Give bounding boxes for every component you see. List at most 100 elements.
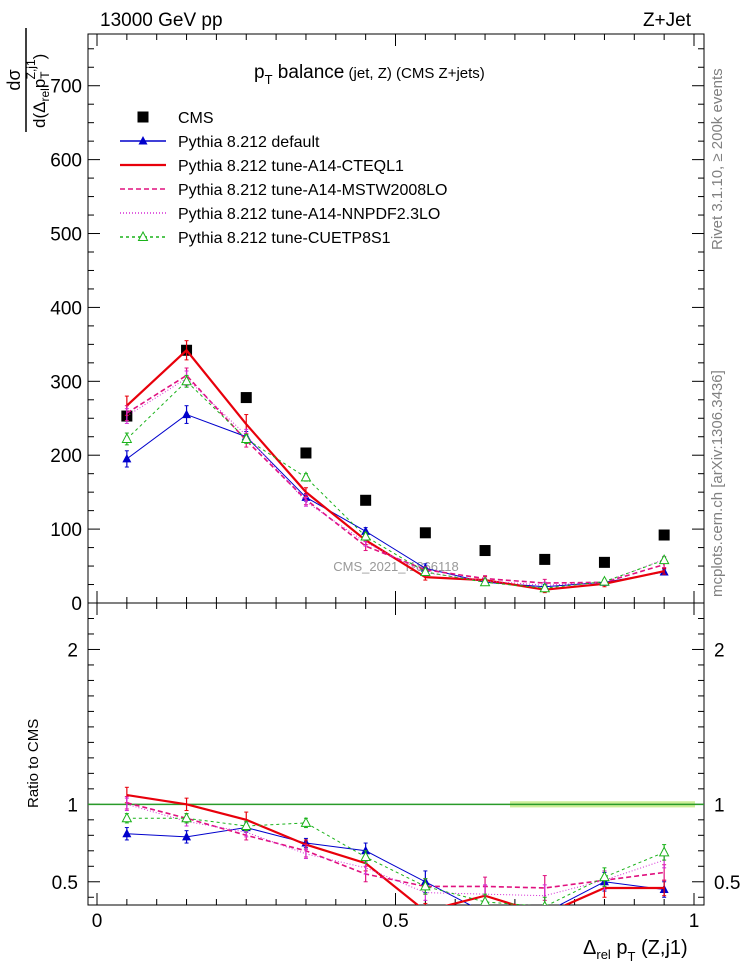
ratio-panel-frame xyxy=(87,602,705,906)
ratio-y-tick-label-right: 2 xyxy=(714,640,725,661)
legend-label: Pythia 8.212 tune-A14-MSTW2008LO xyxy=(178,182,447,199)
data-point xyxy=(658,554,670,565)
title-p: p xyxy=(254,62,265,83)
legend-label: Pythia 8.212 tune-A14-NNPDF2.3LO xyxy=(178,206,440,223)
series-pythia-8-212-tune-cuetp8s1 xyxy=(121,374,670,593)
ratio-point xyxy=(481,908,490,917)
legend: CMS Pythia 8.212 default Pythia 8.212 tune… xyxy=(120,110,447,247)
ratio-y-tick-label-right: 1 xyxy=(714,795,725,816)
data-point xyxy=(598,556,610,568)
rivet-side-label: Rivet 3.1.10, ≥ 200k events xyxy=(709,68,726,250)
ratio-point xyxy=(122,828,132,838)
ratio-point xyxy=(361,845,371,855)
data-point xyxy=(479,576,491,587)
data-point xyxy=(658,529,670,541)
title-paren: (jet, Z) (CMS Z+jets) xyxy=(344,65,484,82)
main-y-tick-label: 700 xyxy=(50,77,82,98)
ratio-series-pythia-8-212-tune-cuetp8s1 xyxy=(121,812,670,905)
series-pythia-8-212-tune-a14-cteql1 xyxy=(124,340,667,594)
data-point xyxy=(181,375,192,386)
series-line xyxy=(126,803,665,897)
data-point xyxy=(599,575,610,586)
series-line xyxy=(126,348,665,591)
y-label-numerator: dσ xyxy=(4,69,24,90)
data-point xyxy=(300,447,312,459)
legend-entry: Pythia 8.212 tune-CUETP8S1 xyxy=(120,230,391,247)
data-point xyxy=(240,392,252,404)
data-point xyxy=(479,545,491,557)
legend-entry: CMS xyxy=(137,110,214,127)
ratio-y-tick-label: 2 xyxy=(67,640,78,661)
data-point xyxy=(539,553,551,565)
ratio-point xyxy=(658,846,670,857)
data-point xyxy=(240,432,252,443)
legend-entry: Pythia 8.212 tune-A14-CTEQL1 xyxy=(120,158,404,175)
legend-entry: Pythia 8.212 tune-A14-NNPDF2.3LO xyxy=(120,206,440,223)
ratio-panel-data xyxy=(88,786,704,917)
main-y-tick-label: 500 xyxy=(50,225,82,246)
ratio-series-pythia-8-212-default xyxy=(122,822,669,917)
ratio-point xyxy=(542,900,548,905)
series-line xyxy=(126,817,665,905)
ratio-point xyxy=(181,812,192,823)
title-p-sub: T xyxy=(265,72,273,87)
ratio-y-axis-label: Ratio to CMS xyxy=(25,719,42,808)
ratio-point xyxy=(360,850,371,861)
process-label: Z+Jet xyxy=(643,10,692,31)
energy-label: 13000 GeV pp xyxy=(100,10,223,31)
x-tick-label: 0 xyxy=(92,911,103,932)
data-point xyxy=(419,527,431,539)
mcplots-side-label: mcplots.cern.ch [arXiv:1306.3436] xyxy=(709,370,726,597)
legend-entry: Pythia 8.212 default xyxy=(120,134,320,151)
ratio-y-tick-label: 0.5 xyxy=(52,873,78,894)
legend-label: CMS xyxy=(178,110,214,127)
ratio-point xyxy=(480,895,490,905)
ratio-point xyxy=(121,812,133,823)
main-y-tick-label: 300 xyxy=(50,372,82,393)
ratio-series-pythia-8-212-tune-a14-mstw2008lo xyxy=(124,796,667,901)
series-line xyxy=(126,802,665,889)
legend-label: Pythia 8.212 default xyxy=(178,134,320,151)
legend-marker xyxy=(137,111,149,123)
ratio-point xyxy=(540,908,549,917)
data-point xyxy=(182,409,192,419)
main-y-tick-label: 200 xyxy=(50,446,82,467)
x-axis-label: Δrel pT (Z,j1) xyxy=(583,937,688,964)
series-line xyxy=(126,374,665,584)
legend-marker xyxy=(137,230,149,241)
title-main: balance xyxy=(273,62,345,83)
legend-marker xyxy=(138,136,148,145)
series-line xyxy=(126,793,665,905)
x-tick-label: 1 xyxy=(689,911,700,932)
main-y-tick-label: 100 xyxy=(50,520,82,541)
data-point xyxy=(360,494,372,506)
legend-label: Pythia 8.212 tune-A14-CTEQL1 xyxy=(178,158,404,175)
ratio-y-tick-label: 1 xyxy=(67,795,78,816)
ratio-point xyxy=(599,871,610,882)
main-y-tick-label: 400 xyxy=(50,298,82,319)
data-point xyxy=(121,432,133,443)
upper-y-axis-label: dσ d(ΔrelpTZ,j1) xyxy=(4,28,52,132)
ratio-y-tick-label-right: 0.5 xyxy=(714,873,740,894)
ratio-point xyxy=(182,831,192,841)
ratio-point xyxy=(420,880,431,891)
main-panel-data xyxy=(121,340,670,594)
main-y-tick-label: 600 xyxy=(50,151,82,172)
ratio-point xyxy=(300,816,312,827)
y-label-denominator: d(ΔrelpTZ,j1) xyxy=(24,54,52,128)
main-y-tick-label: 0 xyxy=(71,594,82,615)
legend-entry: Pythia 8.212 tune-A14-MSTW2008LO xyxy=(120,182,447,199)
series-line xyxy=(126,827,665,905)
axis-ticks: 0 100 200 300 400 500 600 700 0 0.5 1 0.5 0.5 1 1 2 2 xyxy=(50,34,740,932)
series-line xyxy=(126,380,665,589)
series-pythia-8-212-tune-a14-nnpdf2-3lo xyxy=(124,370,667,589)
ratio-series-pythia-8-212-tune-a14-nnpdf2-3lo xyxy=(124,797,667,905)
series-cms xyxy=(121,344,670,568)
series-line xyxy=(126,377,665,586)
data-point xyxy=(122,453,132,463)
data-point xyxy=(360,530,371,541)
data-point xyxy=(539,582,551,593)
x-tick-label: 0.5 xyxy=(382,911,408,932)
data-point xyxy=(300,471,312,482)
